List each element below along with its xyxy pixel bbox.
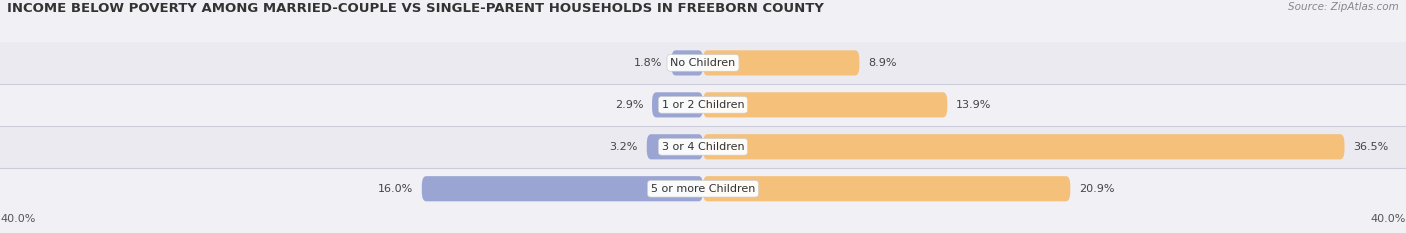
FancyBboxPatch shape [652,92,703,117]
Text: 13.9%: 13.9% [956,100,991,110]
Text: 3 or 4 Children: 3 or 4 Children [662,142,744,152]
Text: INCOME BELOW POVERTY AMONG MARRIED-COUPLE VS SINGLE-PARENT HOUSEHOLDS IN FREEBOR: INCOME BELOW POVERTY AMONG MARRIED-COUPL… [7,2,824,15]
Text: 2.9%: 2.9% [614,100,644,110]
Bar [0,168,1406,210]
Text: Source: ZipAtlas.com: Source: ZipAtlas.com [1288,2,1399,12]
FancyBboxPatch shape [422,176,703,201]
FancyBboxPatch shape [647,134,703,159]
Text: 40.0%: 40.0% [0,214,35,224]
FancyBboxPatch shape [703,134,1344,159]
Bar [0,84,1406,126]
Text: 16.0%: 16.0% [378,184,413,194]
FancyBboxPatch shape [703,176,1070,201]
Text: 20.9%: 20.9% [1080,184,1115,194]
FancyBboxPatch shape [703,50,859,75]
Text: 1 or 2 Children: 1 or 2 Children [662,100,744,110]
Text: 40.0%: 40.0% [1371,214,1406,224]
Text: 36.5%: 36.5% [1354,142,1389,152]
Bar [0,42,1406,84]
Text: 1.8%: 1.8% [634,58,662,68]
FancyBboxPatch shape [703,92,948,117]
Text: 8.9%: 8.9% [869,58,897,68]
Bar [0,126,1406,168]
Text: No Children: No Children [671,58,735,68]
Text: 5 or more Children: 5 or more Children [651,184,755,194]
FancyBboxPatch shape [672,50,703,75]
Text: 3.2%: 3.2% [610,142,638,152]
